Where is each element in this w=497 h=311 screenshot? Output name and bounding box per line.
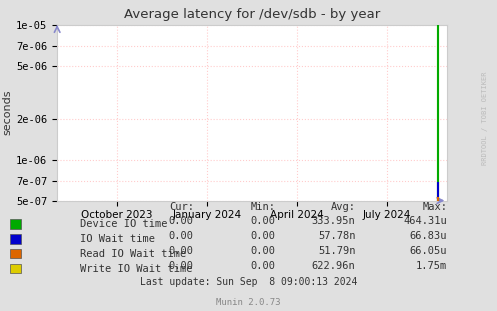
Text: 0.00: 0.00 — [169, 261, 194, 271]
Text: 1.75m: 1.75m — [416, 261, 447, 271]
Text: 0.00: 0.00 — [169, 216, 194, 226]
Text: 57.78n: 57.78n — [318, 231, 355, 241]
Text: Max:: Max: — [422, 202, 447, 212]
Text: IO Wait time: IO Wait time — [80, 234, 155, 244]
Text: Cur:: Cur: — [169, 202, 194, 212]
Text: 0.00: 0.00 — [169, 231, 194, 241]
Text: 0.00: 0.00 — [169, 246, 194, 256]
Text: Last update: Sun Sep  8 09:00:13 2024: Last update: Sun Sep 8 09:00:13 2024 — [140, 276, 357, 286]
Y-axis label: seconds: seconds — [2, 90, 12, 136]
Text: 622.96n: 622.96n — [312, 261, 355, 271]
Title: Average latency for /dev/sdb - by year: Average latency for /dev/sdb - by year — [124, 8, 380, 21]
Text: Munin 2.0.73: Munin 2.0.73 — [216, 298, 281, 307]
Text: Write IO Wait time: Write IO Wait time — [80, 264, 192, 274]
Text: Device IO time: Device IO time — [80, 219, 167, 229]
Text: 0.00: 0.00 — [251, 231, 276, 241]
Text: RRDTOOL / TOBI OETIKER: RRDTOOL / TOBI OETIKER — [482, 72, 488, 165]
Text: 0.00: 0.00 — [251, 261, 276, 271]
Text: Min:: Min: — [251, 202, 276, 212]
Text: Avg:: Avg: — [331, 202, 355, 212]
Text: 333.95n: 333.95n — [312, 216, 355, 226]
Text: Read IO Wait time: Read IO Wait time — [80, 249, 186, 259]
Text: 0.00: 0.00 — [251, 246, 276, 256]
Text: 51.79n: 51.79n — [318, 246, 355, 256]
Text: 66.83u: 66.83u — [410, 231, 447, 241]
Text: 0.00: 0.00 — [251, 216, 276, 226]
Text: 464.31u: 464.31u — [404, 216, 447, 226]
Text: 66.05u: 66.05u — [410, 246, 447, 256]
